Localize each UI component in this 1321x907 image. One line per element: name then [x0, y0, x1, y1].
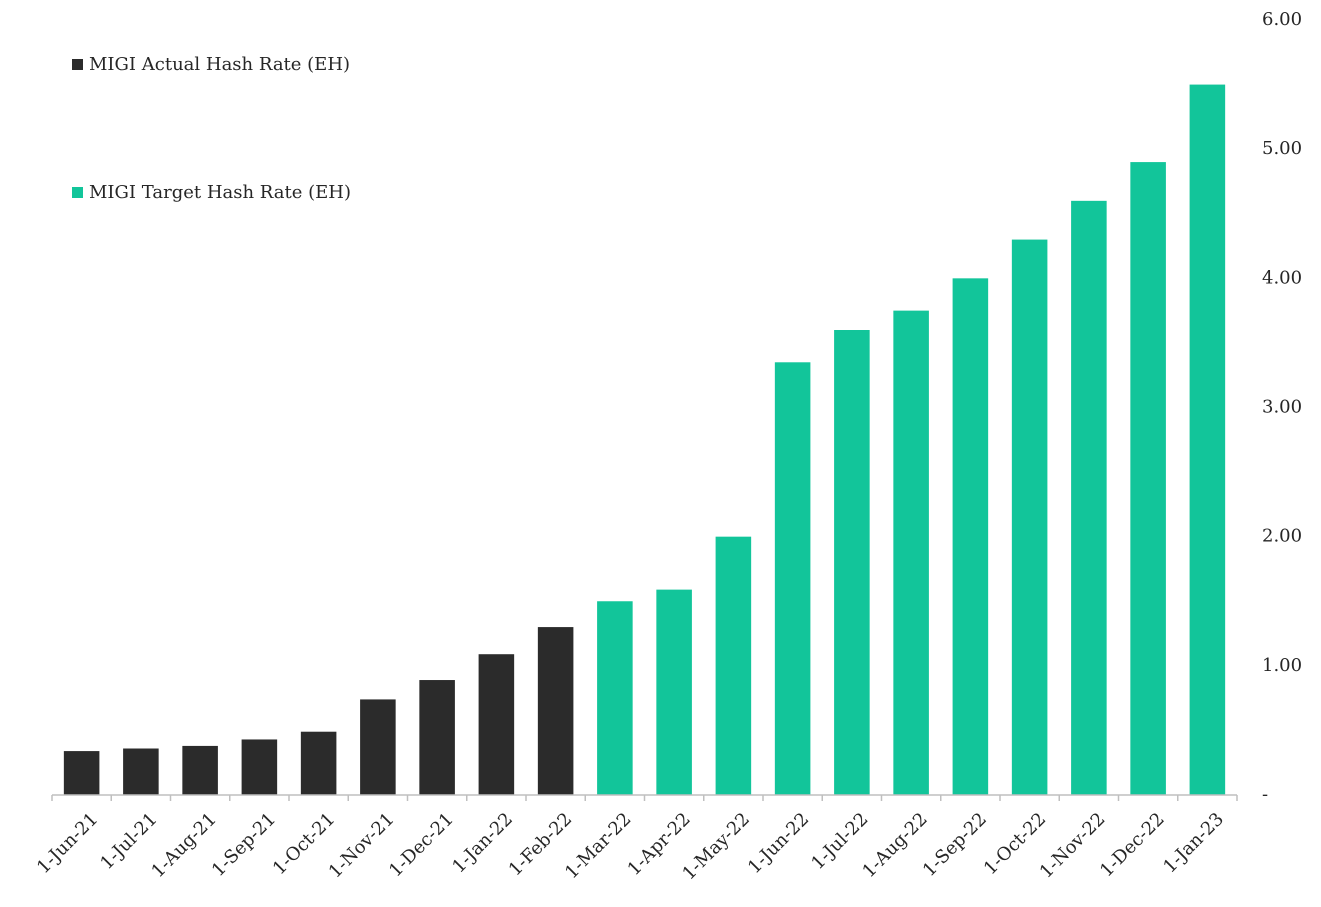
- x-tick-label: 1-Aug-21: [147, 809, 220, 882]
- x-tick-label: 1-Sep-21: [208, 809, 280, 881]
- y-tick-label: 5.00: [1262, 138, 1302, 159]
- legend-item-target: MIGI Target Hash Rate (EH): [72, 182, 351, 203]
- bar-actual-1-Jun-21: [63, 751, 100, 795]
- bar-actual-1-Jul-21: [123, 748, 159, 795]
- bar-actual-1-Jan-22: [478, 654, 515, 795]
- y-axis: - 1.00 2.00 3.00 4.00 5.00 6.00: [1262, 9, 1302, 805]
- legend-item-actual: MIGI Actual Hash Rate (EH): [72, 54, 350, 75]
- y-tick-label: 1.00: [1262, 655, 1302, 676]
- x-tick-label: 1-Nov-22: [1036, 809, 1110, 883]
- bar-actual-1-Oct-21: [300, 731, 337, 795]
- bar-target-1-Jun-22: [774, 362, 811, 795]
- bar-target-1-Aug-22: [893, 310, 929, 795]
- bar-target-1-Jul-22: [834, 330, 870, 795]
- x-tick-label: 1-Jun-22: [744, 809, 813, 878]
- x-tick-label: 1-Sep-22: [919, 809, 991, 881]
- x-axis: 1-Jun-211-Jul-211-Aug-211-Sep-211-Oct-21…: [33, 794, 1238, 884]
- y-tick-label: 4.00: [1262, 267, 1302, 288]
- bar-target-1-Oct-22: [1011, 239, 1048, 796]
- legend-swatch-actual: [72, 59, 83, 70]
- bar-target-1-Mar-22: [597, 601, 633, 795]
- x-tick-label: 1-Dec-21: [385, 809, 458, 882]
- x-tick-label: 1-Nov-21: [325, 809, 399, 883]
- bar-actual-1-Aug-21: [182, 745, 218, 795]
- x-tick-label: 1-Dec-22: [1096, 809, 1169, 882]
- bar-target-1-Sep-22: [952, 278, 989, 795]
- y-tick-label: -: [1262, 784, 1268, 805]
- y-tick-label: 3.00: [1262, 397, 1302, 418]
- y-tick-label: 2.00: [1262, 526, 1302, 547]
- bar-target-1-Apr-22: [656, 589, 692, 795]
- legend-label-actual: MIGI Actual Hash Rate (EH): [89, 54, 351, 75]
- x-tick-label: 1-Aug-22: [858, 809, 931, 882]
- bar-actual-1-Dec-21: [419, 680, 455, 795]
- bar-target-1-Nov-22: [1071, 200, 1107, 796]
- bar-actual-1-Sep-21: [241, 739, 278, 795]
- bar-target-1-May-22: [715, 536, 752, 795]
- x-tick-label: 1-Jun-21: [33, 809, 102, 878]
- bar-actual-1-Feb-22: [537, 627, 574, 795]
- bars-group: [63, 84, 1226, 796]
- bar-target-1-Dec-22: [1130, 162, 1166, 796]
- bar-target-1-Jan-23: [1189, 84, 1226, 796]
- legend-label-target: MIGI Target Hash Rate (EH): [89, 182, 351, 203]
- bar-actual-1-Nov-21: [360, 699, 396, 795]
- y-tick-label: 6.00: [1262, 9, 1302, 30]
- x-tick-label: 1-Jan-23: [1159, 809, 1228, 878]
- legend-swatch-target: [72, 187, 83, 198]
